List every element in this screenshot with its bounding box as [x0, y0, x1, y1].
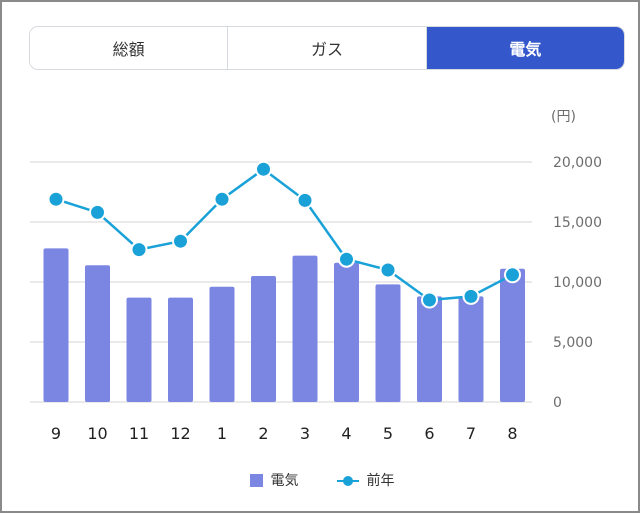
tab-electricity[interactable]: 電気 [425, 27, 624, 69]
point-1 [213, 190, 231, 208]
x-tick-label: 3 [300, 424, 310, 443]
x-tick-label: 2 [258, 424, 268, 443]
tab-total[interactable]: 総額 [30, 27, 228, 69]
x-tick-label: 4 [341, 424, 351, 443]
category-tabs: 総額 ガス 電気 [29, 26, 625, 70]
x-tick-label: 11 [129, 424, 149, 443]
bar-2 [251, 276, 276, 402]
y-axis-unit-label: (円) [551, 109, 576, 125]
x-tick-label: 8 [507, 424, 517, 443]
x-tick-label: 10 [87, 424, 107, 443]
x-tick-label: 1 [217, 424, 227, 443]
legend-label-previous-year: 前年 [366, 473, 395, 489]
bar-5 [375, 284, 401, 402]
bar-9 [43, 248, 69, 402]
previous-year-line [55, 167, 514, 302]
chart-legend: 電気 前年 [2, 470, 640, 490]
bar-4 [334, 262, 359, 402]
bar-10 [85, 265, 110, 402]
point-2 [255, 160, 272, 178]
y-tick-label: 20,000 [553, 155, 602, 171]
bar-1 [209, 286, 235, 402]
point-7 [462, 287, 480, 305]
bar-6 [417, 296, 442, 402]
point-10 [89, 203, 106, 221]
x-tick-label: 9 [51, 424, 61, 443]
point-9 [47, 190, 65, 208]
legend-bar-swatch [249, 473, 263, 487]
legend-item-electricity[interactable]: 電気 [249, 470, 299, 490]
point-8 [504, 266, 521, 284]
point-11 [130, 241, 148, 259]
y-tick-label: 10,000 [553, 275, 602, 291]
x-tick-label: 5 [383, 424, 393, 443]
y-tick-label: 15,000 [553, 215, 602, 231]
point-4 [338, 250, 355, 268]
tab-gas[interactable]: ガス [227, 27, 426, 69]
bar-8 [500, 268, 525, 402]
legend-label-electricity: 電気 [270, 473, 299, 489]
y-tick-label: 0 [553, 395, 562, 411]
point-3 [296, 191, 314, 209]
x-tick-label: 12 [170, 424, 190, 443]
point-6 [421, 291, 438, 309]
point-12 [172, 232, 189, 250]
point-5 [379, 261, 397, 279]
x-tick-label: 6 [424, 424, 434, 443]
legend-item-previous-year[interactable]: 前年 [336, 470, 395, 490]
y-tick-label: 5,000 [553, 335, 593, 351]
bar-3 [292, 255, 318, 402]
bar-11 [126, 297, 152, 402]
legend-line-marker [336, 474, 359, 487]
bar-12 [168, 297, 193, 402]
x-tick-label: 7 [466, 424, 476, 443]
bar-7 [458, 296, 484, 402]
